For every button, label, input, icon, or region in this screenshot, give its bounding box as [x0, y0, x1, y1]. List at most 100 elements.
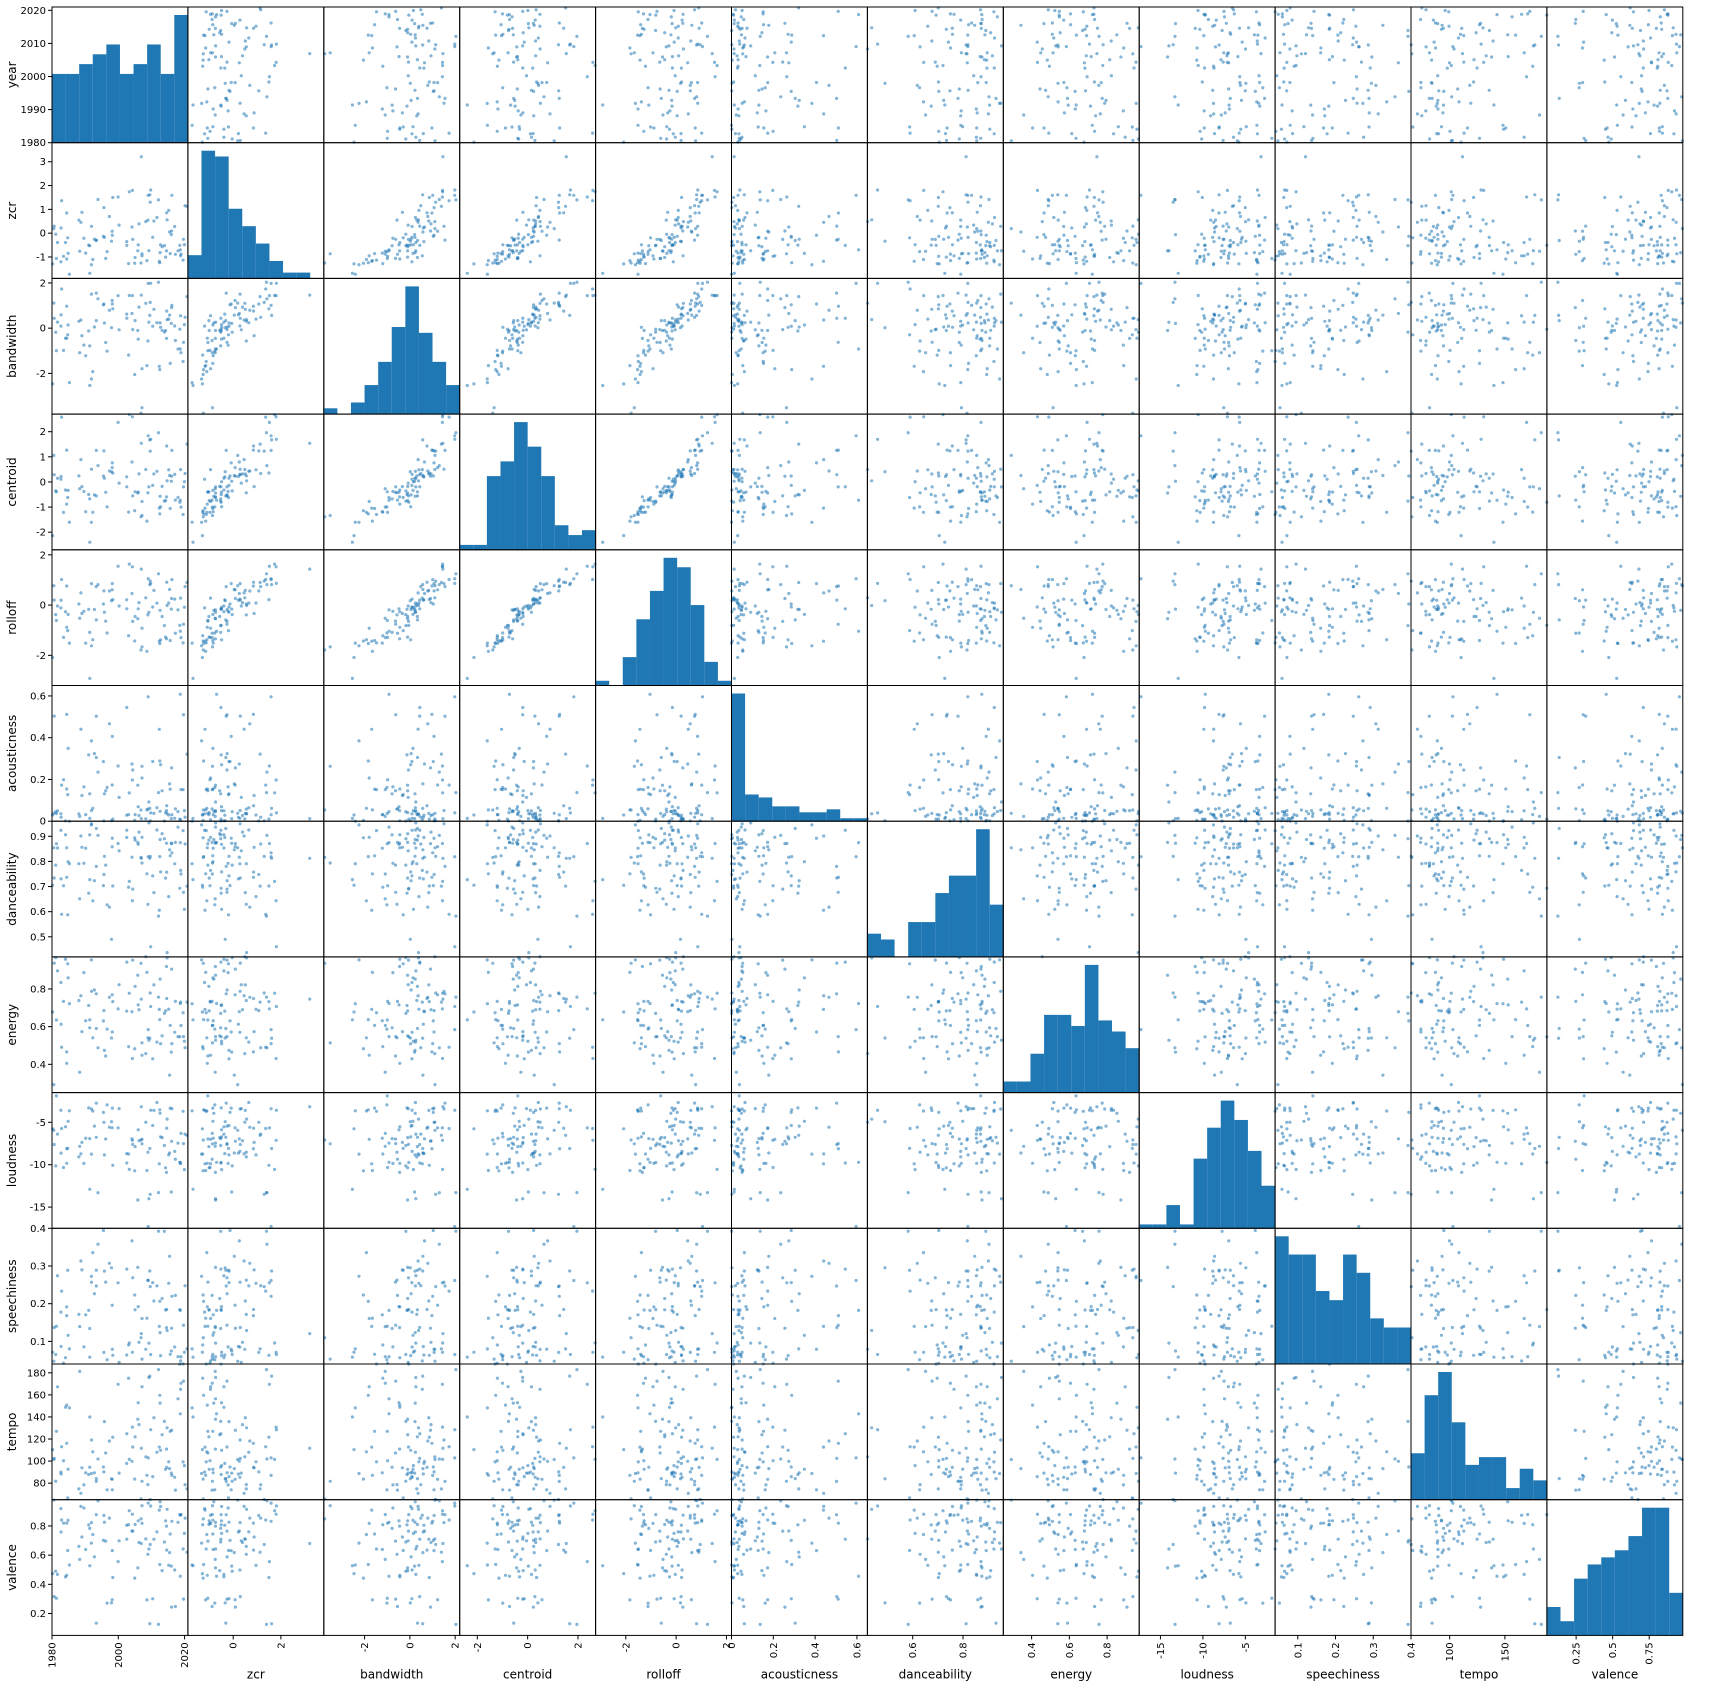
scatter-point: [742, 313, 746, 317]
scatter-point: [436, 81, 440, 85]
scatter-point: [1280, 495, 1284, 500]
scatter-point: [1261, 505, 1265, 509]
scatter-point: [59, 606, 63, 610]
scatter-point: [421, 193, 425, 197]
scatter-point: [1636, 200, 1640, 204]
scatter-point: [1436, 74, 1440, 78]
scatter-point: [695, 197, 699, 202]
scatter-point: [689, 39, 693, 43]
scatter-point: [1134, 60, 1138, 64]
scatter-point: [127, 634, 131, 638]
scatter-point: [213, 495, 217, 499]
scatter-point: [1670, 190, 1674, 194]
scatter-point: [766, 287, 770, 291]
hist-bar: [215, 156, 229, 279]
scatter-point: [1203, 13, 1207, 17]
scatter-point: [1531, 485, 1535, 489]
scatter-point: [65, 336, 69, 340]
scatter-point: [1109, 307, 1113, 311]
scatter-point: [116, 420, 120, 424]
scatter-point: [638, 261, 642, 265]
scatter-point: [89, 520, 93, 524]
scatter-point: [1440, 313, 1444, 317]
scatter-point: [148, 200, 152, 204]
scatter-point: [136, 491, 140, 495]
scatter-point: [247, 36, 251, 40]
scatter-point: [1212, 458, 1216, 462]
scatter-point: [1574, 338, 1578, 343]
scatter-point: [96, 583, 100, 587]
scatter-point: [1097, 198, 1101, 202]
scatter-point: [995, 249, 1000, 253]
scatter-point: [1278, 513, 1282, 518]
scatter-point: [1577, 86, 1581, 90]
scatter-point: [1419, 338, 1423, 343]
scatter-point: [667, 488, 672, 492]
scatter-point: [1580, 46, 1585, 50]
scatter-point: [942, 98, 946, 102]
scatter-point: [130, 415, 134, 419]
scatter-point: [1228, 319, 1232, 323]
scatter-point: [1495, 13, 1499, 17]
scatter-point: [1042, 22, 1046, 26]
cell-year-vs-danceability: [866, 6, 1004, 144]
scatter-point: [398, 240, 402, 245]
scatter-point: [764, 109, 768, 113]
scatter-point: [267, 307, 271, 311]
scatter-point: [979, 195, 983, 199]
scatter-point: [802, 251, 807, 255]
scatter-point: [1045, 372, 1049, 377]
cell-zcr-vs-rolloff: [595, 142, 732, 279]
scatter-point: [638, 58, 642, 62]
scatter-point: [660, 55, 665, 59]
scatter-point: [1492, 103, 1496, 107]
scatter-point: [992, 469, 997, 473]
scatter-point: [1631, 512, 1636, 517]
scatter-point: [713, 420, 717, 424]
scatter-point: [1202, 34, 1206, 38]
scatter-point: [1415, 112, 1419, 116]
scatter-point: [601, 540, 605, 544]
scatter-point: [1660, 287, 1664, 291]
scatter-point: [1224, 21, 1228, 25]
scatter-point: [742, 370, 747, 374]
scatter-point: [835, 96, 839, 100]
cell-zcr-vs-speechiness: [1273, 142, 1412, 279]
scatter-point: [667, 240, 672, 245]
scatter-point: [1244, 488, 1248, 492]
scatter-point: [906, 34, 910, 39]
scatter-point: [1278, 51, 1282, 55]
scatter-point: [652, 336, 656, 340]
scatter-point: [1222, 249, 1227, 253]
scatter-point: [673, 74, 677, 78]
scatter-point: [959, 406, 964, 410]
scatter-point: [797, 204, 801, 208]
cell-year-vs-speechiness: [1273, 6, 1412, 144]
scatter-point: [416, 591, 420, 595]
scatter-point: [167, 468, 171, 472]
scatter-point: [1282, 471, 1286, 475]
scatter-point: [497, 372, 501, 377]
scatter-point: [1407, 89, 1411, 93]
scatter-point: [870, 318, 874, 322]
scatter-point: [183, 471, 187, 476]
scatter-point: [1526, 351, 1530, 355]
hist-bar: [473, 544, 487, 550]
scatter-point: [239, 328, 243, 332]
scatter-point: [1659, 21, 1663, 25]
scatter-point: [978, 243, 982, 247]
scatter-point: [201, 515, 205, 519]
scatter-point: [201, 353, 205, 357]
scatter-point: [393, 619, 398, 623]
scatter-point: [700, 287, 704, 291]
cell-frame: [1138, 277, 1276, 415]
scatter-point: [601, 383, 605, 388]
scatter-point: [511, 237, 516, 241]
scatter-point: [693, 238, 697, 242]
scatter-point: [233, 466, 237, 470]
scatter-point: [511, 33, 515, 37]
scatter-point: [1256, 261, 1260, 265]
scatter-point: [1232, 8, 1236, 12]
scatter-point: [146, 339, 150, 343]
scatter-point: [1501, 381, 1505, 385]
